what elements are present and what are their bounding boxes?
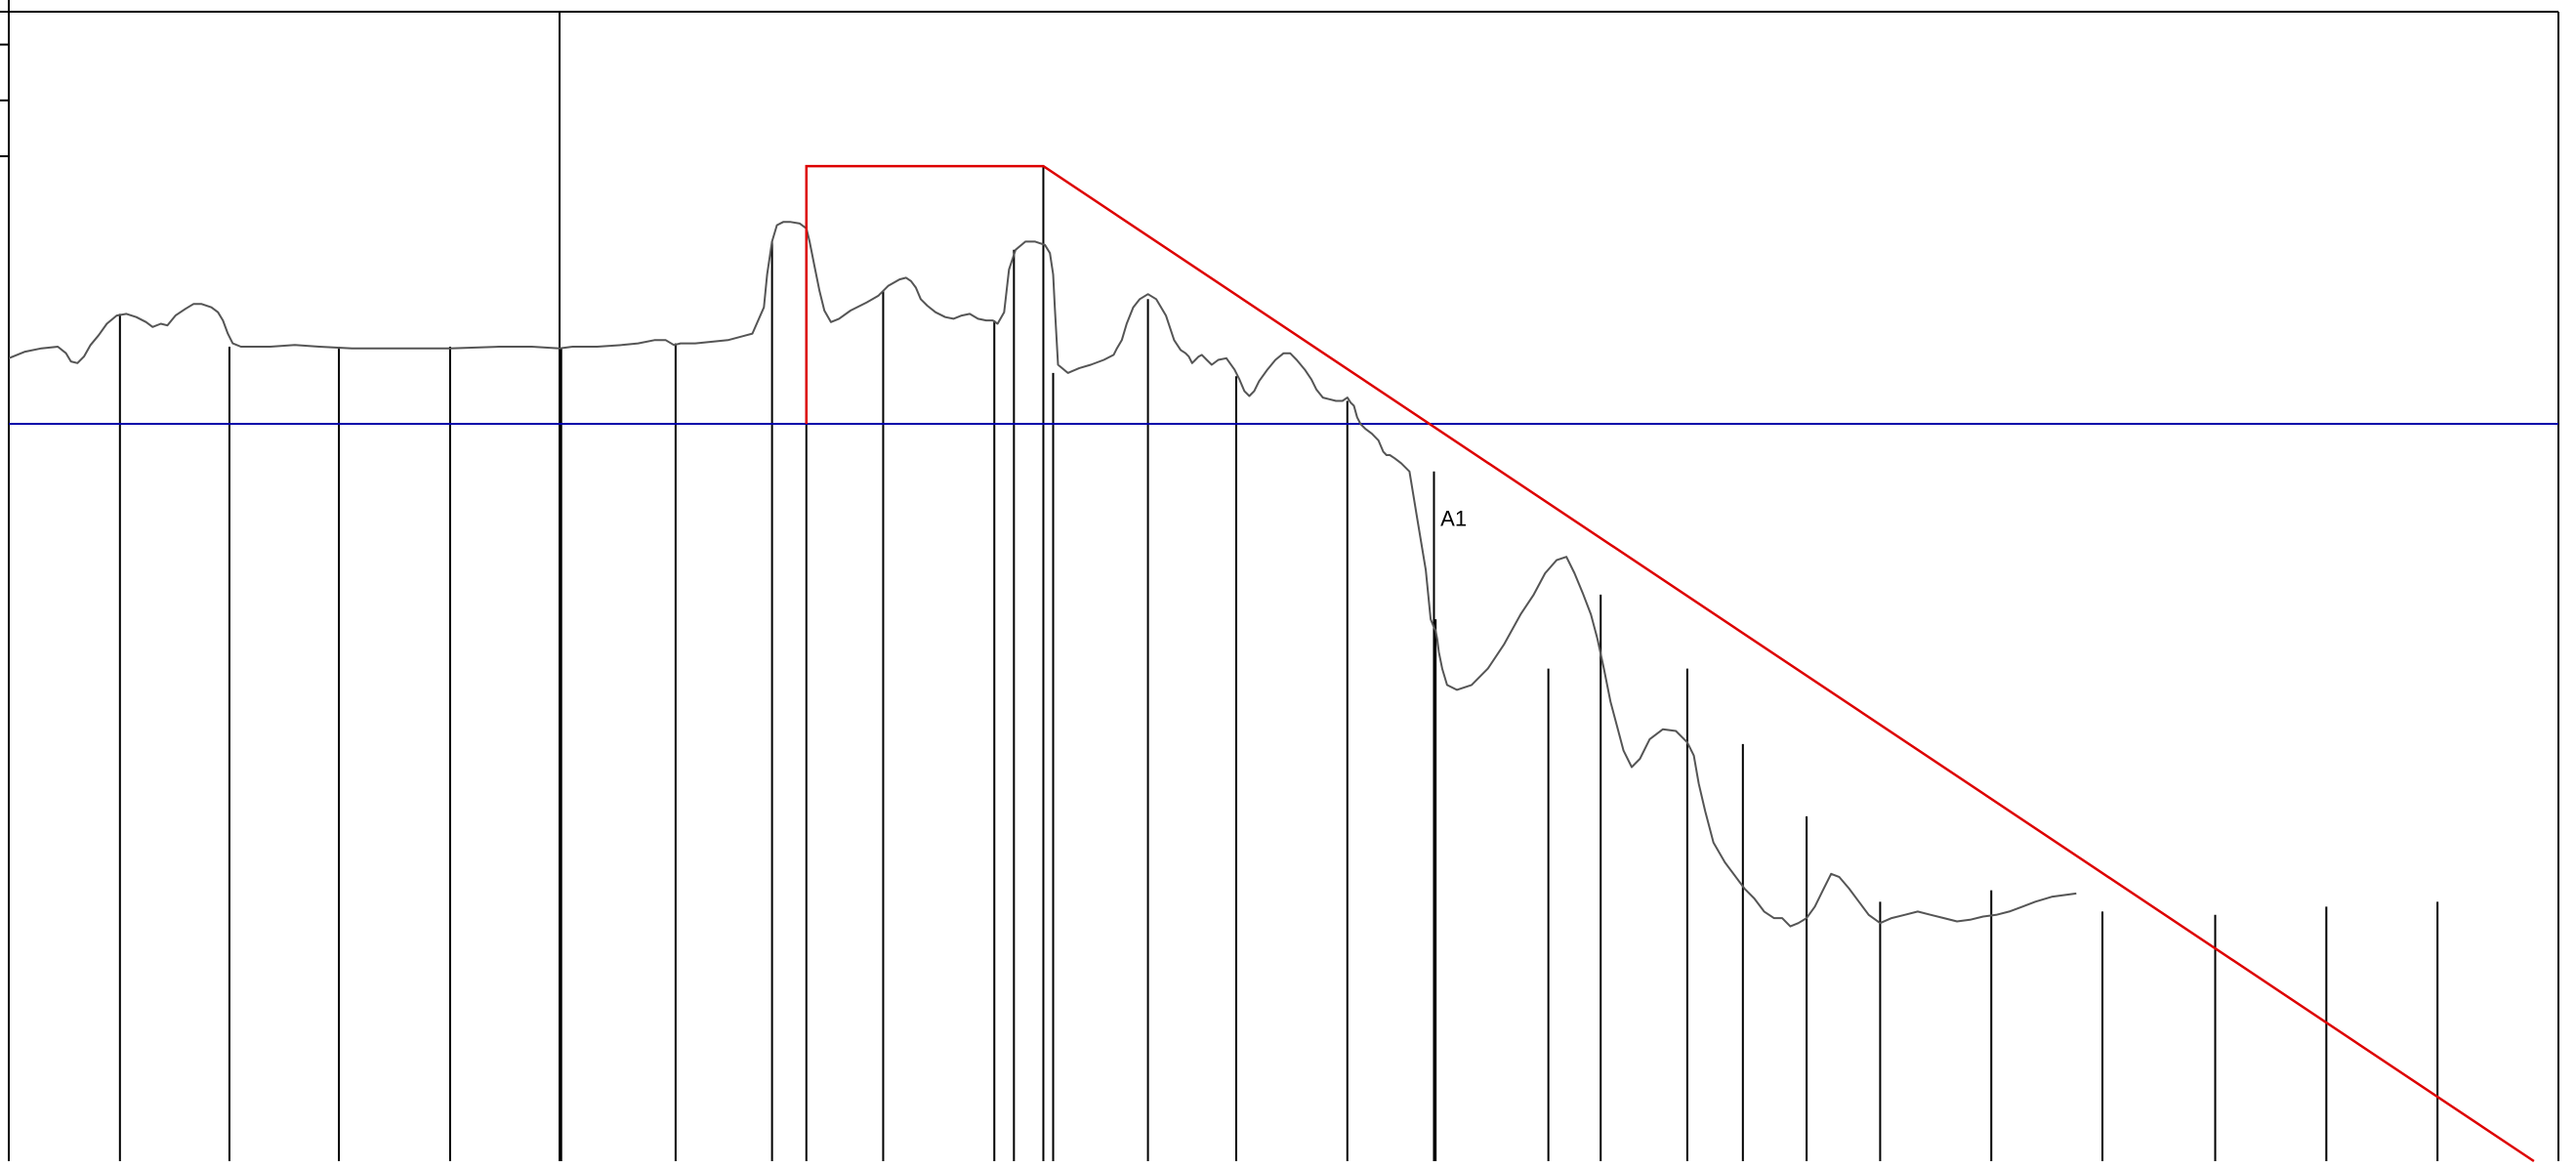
envelope-group [805, 164, 2535, 1163]
annotation-group: A1 [1440, 506, 1467, 530]
annotation-label: A1 [1440, 506, 1467, 530]
profile-curve [8, 221, 2077, 928]
profile-group [8, 221, 2077, 928]
envelope-line [805, 164, 2535, 1163]
marker-lines-group [118, 12, 2439, 1161]
